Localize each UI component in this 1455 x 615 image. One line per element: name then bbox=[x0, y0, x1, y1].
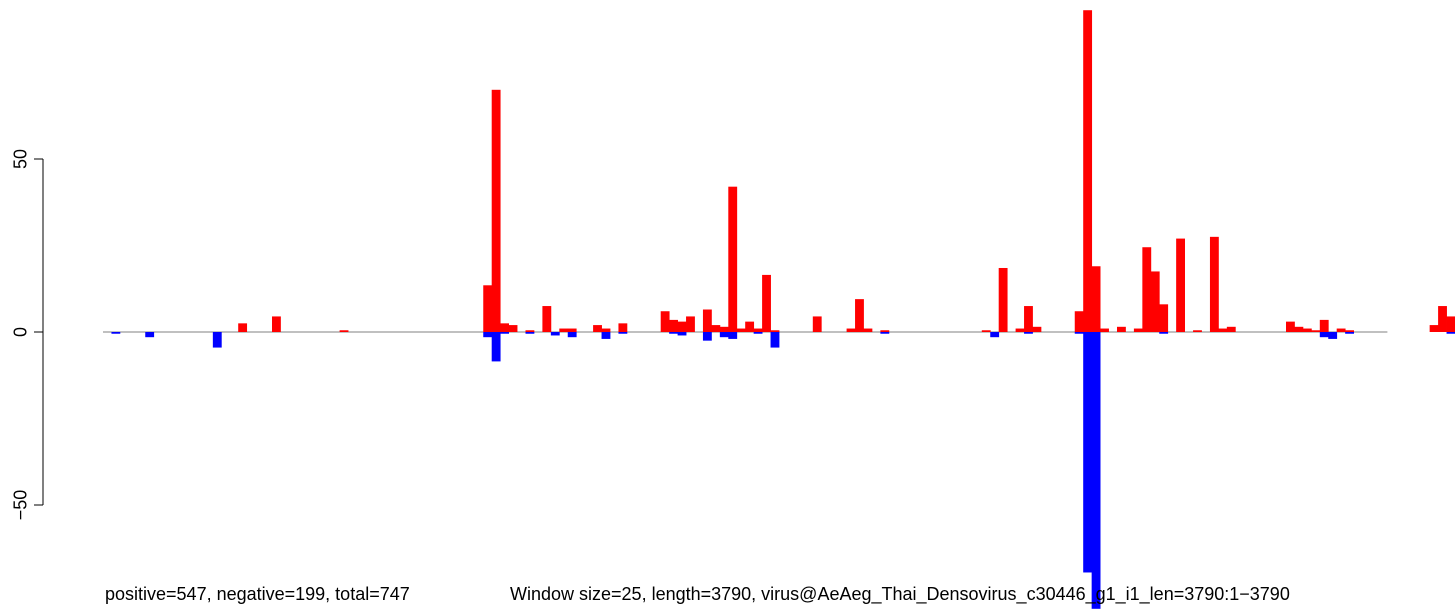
y-tick-label: −50 bbox=[10, 490, 30, 521]
positive-bar-68 bbox=[677, 321, 687, 332]
positive-bar-73 bbox=[719, 326, 729, 332]
positive-bar-55 bbox=[567, 328, 577, 332]
positive-bar-45 bbox=[483, 285, 493, 332]
negative-bar-13 bbox=[212, 332, 222, 348]
negative-bar-59 bbox=[601, 332, 611, 339]
negative-bar-116 bbox=[1083, 332, 1093, 573]
positive-bar-124 bbox=[1150, 271, 1160, 332]
positive-bar-142 bbox=[1302, 328, 1312, 332]
positive-bar-20 bbox=[272, 316, 281, 332]
positive-bar-48 bbox=[508, 325, 518, 332]
negative-bar-50 bbox=[525, 332, 535, 334]
positive-bar-127 bbox=[1176, 238, 1185, 332]
negative-bar-45 bbox=[483, 332, 493, 338]
positive-bar-74 bbox=[728, 186, 738, 332]
positive-bar-59 bbox=[601, 328, 611, 332]
negative-bar-61 bbox=[618, 332, 628, 334]
window-info: Window size=25, length=3790, virus@AeAeg… bbox=[510, 584, 1290, 604]
positive-bar-84 bbox=[812, 316, 822, 332]
positive-bar-109 bbox=[1024, 306, 1033, 332]
positive-bars bbox=[238, 10, 1455, 332]
negative-bar-46 bbox=[491, 332, 501, 362]
positive-bar-115 bbox=[1074, 311, 1084, 332]
positive-bar-69 bbox=[686, 316, 695, 332]
negative-bar-145 bbox=[1328, 332, 1338, 339]
positive-bar-92 bbox=[880, 330, 890, 332]
negative-bar-68 bbox=[677, 332, 687, 336]
y-axis: −50 0 50 bbox=[10, 149, 44, 521]
positive-bar-147 bbox=[1345, 330, 1354, 332]
positive-bar-140 bbox=[1286, 321, 1295, 332]
negative-bar-117 bbox=[1091, 332, 1101, 609]
negative-bar-1 bbox=[111, 332, 121, 334]
positive-bar-61 bbox=[618, 323, 628, 332]
positive-bar-146 bbox=[1336, 328, 1346, 332]
negative-bar-159 bbox=[1446, 332, 1455, 334]
positive-bar-110 bbox=[1032, 326, 1042, 332]
positive-bar-72 bbox=[711, 325, 721, 332]
positive-bar-116 bbox=[1083, 10, 1093, 332]
negative-bar-92 bbox=[880, 332, 890, 334]
positive-bar-133 bbox=[1226, 326, 1236, 332]
positive-bar-90 bbox=[863, 328, 873, 332]
positive-bar-118 bbox=[1100, 328, 1109, 332]
positive-bar-28 bbox=[339, 330, 349, 332]
negative-bar-73 bbox=[719, 332, 729, 338]
negative-bar-53 bbox=[550, 332, 560, 336]
negative-bars bbox=[111, 332, 1455, 609]
negative-bar-47 bbox=[500, 332, 509, 334]
negative-bar-55 bbox=[567, 332, 577, 338]
negative-bar-125 bbox=[1159, 332, 1169, 334]
y-tick-label: 0 bbox=[10, 327, 30, 337]
summary-counts: positive=547, negative=199, total=747 bbox=[105, 584, 410, 604]
positive-bar-77 bbox=[753, 328, 763, 332]
positive-bar-52 bbox=[542, 306, 552, 332]
positive-bar-106 bbox=[998, 267, 1008, 332]
positive-bar-67 bbox=[669, 319, 678, 332]
positive-bar-47 bbox=[500, 323, 509, 332]
negative-bar-5 bbox=[145, 332, 155, 338]
negative-bar-74 bbox=[728, 332, 738, 339]
negative-bar-67 bbox=[669, 332, 678, 334]
positive-bar-88 bbox=[846, 328, 856, 332]
positive-bar-120 bbox=[1117, 326, 1126, 332]
positive-bar-123 bbox=[1142, 247, 1152, 332]
positive-bar-78 bbox=[762, 274, 771, 332]
negative-bar-105 bbox=[990, 332, 1000, 338]
positive-bar-50 bbox=[525, 330, 535, 332]
positive-bar-144 bbox=[1319, 319, 1329, 332]
positive-bar-132 bbox=[1218, 328, 1228, 332]
positive-bar-122 bbox=[1133, 328, 1143, 332]
positive-bar-131 bbox=[1209, 236, 1219, 332]
negative-bar-144 bbox=[1319, 332, 1329, 338]
positive-bar-71 bbox=[702, 309, 712, 332]
positive-bar-108 bbox=[1015, 328, 1025, 332]
positive-bar-79 bbox=[770, 330, 780, 332]
positive-bar-157 bbox=[1429, 325, 1439, 332]
positive-bar-158 bbox=[1438, 306, 1447, 332]
positive-bar-125 bbox=[1159, 304, 1169, 332]
negative-bar-77 bbox=[753, 332, 763, 334]
positive-bar-66 bbox=[660, 311, 670, 332]
positive-bar-46 bbox=[491, 89, 501, 332]
negative-bar-109 bbox=[1024, 332, 1033, 334]
positive-bar-75 bbox=[736, 328, 746, 332]
negative-bar-79 bbox=[770, 332, 780, 348]
positive-bar-89 bbox=[855, 299, 864, 332]
positive-bar-54 bbox=[559, 328, 569, 332]
y-tick-label: 50 bbox=[10, 149, 30, 169]
positive-bar-58 bbox=[593, 325, 602, 332]
positive-bar-76 bbox=[745, 321, 755, 332]
negative-bar-147 bbox=[1345, 332, 1354, 334]
negative-bar-71 bbox=[702, 332, 712, 341]
positive-bar-143 bbox=[1311, 330, 1321, 332]
negative-bar-115 bbox=[1074, 332, 1084, 334]
positive-bar-104 bbox=[981, 330, 991, 332]
positive-bar-129 bbox=[1193, 330, 1202, 332]
positive-bar-141 bbox=[1294, 326, 1304, 332]
positive-bar-159 bbox=[1446, 316, 1455, 332]
positive-bar-16 bbox=[238, 323, 248, 332]
positive-bar-117 bbox=[1091, 266, 1101, 332]
